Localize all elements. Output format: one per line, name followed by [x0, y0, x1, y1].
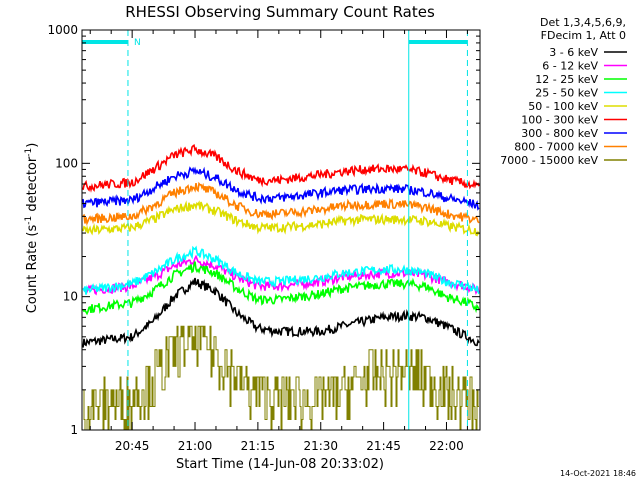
series-line-2: [82, 261, 480, 316]
legend-label-3: 25 - 50 keV: [535, 87, 598, 100]
legend-label-5: 100 - 300 keV: [521, 114, 598, 127]
x-axis-label: Start Time (14-Jun-08 20:33:02): [176, 457, 384, 472]
plot-frame: [81, 29, 481, 431]
series-line-8: [83, 325, 479, 431]
series-line-5: [82, 144, 480, 193]
axes: 1 10 100 1000 20:45 21:00 21:15 21:30 21:45 22:00: [47, 23, 481, 453]
y-tick-label: 1: [70, 423, 78, 437]
series-5: [82, 144, 480, 193]
y-axis-label: Count Rate (s-1 detector-1): [24, 143, 40, 314]
series-7: [82, 181, 480, 226]
series-1: [82, 254, 480, 296]
legend-label-1: 6 - 12 keV: [542, 60, 598, 73]
series-line-0: [82, 277, 480, 348]
series-line-6: [82, 166, 480, 211]
series-2: [82, 261, 480, 316]
legend-label-4: 50 - 100 keV: [528, 100, 598, 113]
x-tick-label: 21:15: [241, 439, 276, 453]
series-0: [82, 277, 480, 348]
series-6: [82, 166, 480, 211]
y-axis-label-part-end: ): [25, 143, 40, 148]
night-marker-label: N: [134, 38, 141, 48]
y-tick-label: 10: [63, 290, 78, 304]
series-line-1: [82, 254, 480, 296]
timestamp: 14-Oct-2021 18:46: [560, 469, 636, 478]
y-tick-label: 1000: [47, 23, 78, 37]
series-line-3: [82, 245, 480, 295]
series-3: [82, 245, 480, 295]
legend: Det 1,3,4,5,6,9, FDecim 1, Att 0 3 - 6 k…: [500, 16, 627, 167]
legend-label-7: 800 - 7000 keV: [514, 141, 598, 154]
series-line-7: [82, 181, 480, 226]
legend-header-line2: FDecim 1, Att 0: [541, 29, 626, 42]
x-tick-label: 21:30: [303, 439, 338, 453]
chart-title: RHESSI Observing Summary Count Rates: [125, 3, 435, 21]
x-tick-label: 21:45: [366, 439, 401, 453]
y-axis-label-part-mid: detector: [25, 156, 40, 216]
plot-area: [82, 144, 480, 431]
x-tick-label: 20:45: [115, 439, 150, 453]
y-axis-label-part-main: Count Rate (s: [25, 225, 40, 314]
legend-label-2: 12 - 25 keV: [535, 73, 598, 86]
series-line-4: [82, 200, 480, 237]
legend-header-line1: Det 1,3,4,5,6,9,: [540, 16, 626, 29]
y-axis-label-sup2: -1: [24, 148, 34, 157]
legend-label-8: 7000 - 15000 keV: [500, 154, 598, 167]
x-tick-label: 21:00: [178, 439, 213, 453]
x-tick-label: 22:00: [429, 439, 464, 453]
legend-label-6: 300 - 800 keV: [521, 127, 598, 140]
series-8: [83, 325, 479, 431]
y-tick-label: 100: [55, 156, 78, 170]
series-4: [82, 200, 480, 237]
legend-label-0: 3 - 6 keV: [549, 46, 598, 59]
y-axis-label-sup1: -1: [24, 216, 34, 225]
